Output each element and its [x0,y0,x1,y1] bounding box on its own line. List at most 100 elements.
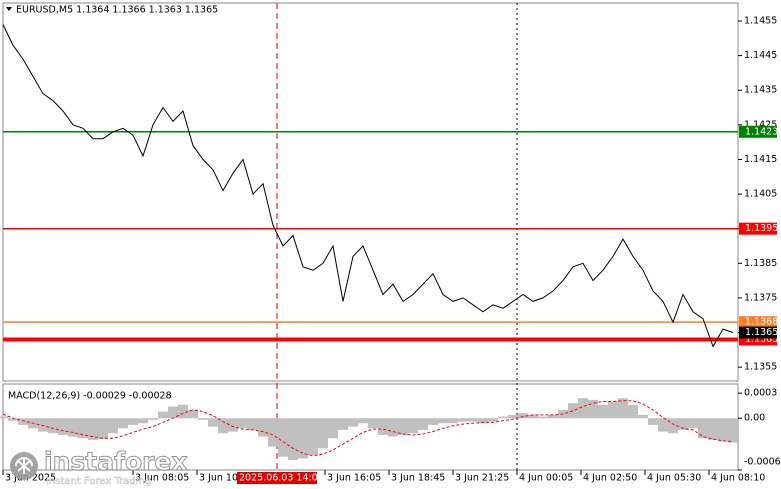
macd-bar [468,418,478,422]
macd-bar [708,418,718,440]
macd-bar [548,414,558,419]
crosshair-label-box [237,472,317,484]
macd-bar [488,418,498,422]
price-line [2,24,734,348]
price-panel [2,2,739,382]
macd-bar [218,418,228,434]
y-tick-label: 0.0003 [744,388,777,399]
macd-bar [238,418,248,429]
macd-bar [138,418,148,424]
macd-bar [728,418,738,443]
macd-bar [448,418,458,424]
macd-bar [608,401,618,419]
y-tick-label: 1.1415 [744,154,777,165]
macd-bar [0,416,8,419]
macd-bar [298,418,308,459]
macd-bar [438,418,448,424]
level-label-box [739,222,777,235]
macd-bar [178,404,188,419]
macd-bar [228,418,238,432]
x-tick-label: 4 Jun 08:10 [711,473,765,484]
macd-bar [198,418,208,420]
macd-bar [68,418,78,437]
macd-title: MACD(12,26,9) -0.00029 -0.00028 [8,391,172,402]
macd-bar [598,404,608,419]
macd-bar [248,418,258,430]
macd-bar [18,418,28,425]
macd-bar [328,418,338,439]
macd-bar [278,418,288,457]
collapse-icon [6,7,12,11]
macd-bar [148,418,158,420]
macd-bar [338,418,348,430]
macd-bar [658,418,668,432]
macd-bar [518,413,528,419]
macd-bar [618,398,628,419]
level-label: 1.1395 [745,223,778,234]
x-tick-label: 3 Jun 21:25 [455,473,509,484]
tagline: Instant Forex Trading [46,476,151,487]
crosshair-label: 2025.06.03 14:05 [239,473,324,484]
macd-bar [378,418,388,435]
price-label: 1.1365 [745,327,778,338]
y-tick-label: 1.1385 [744,258,777,269]
macd-bar [458,418,468,422]
macd-bar [388,418,398,437]
macd-bar [648,418,658,425]
macd-bar [108,418,118,434]
macd-bar [358,418,368,424]
y-tick-label: 1.1455 [744,16,777,27]
macd-bar [628,404,638,419]
macd-bar [568,403,578,419]
macd-bar [638,414,648,419]
macd-bar [698,418,708,439]
signal-line [2,400,734,457]
y-tick-label: 1.1405 [744,189,777,200]
macd-bar [158,411,168,419]
x-tick-label: 3 Jun 16:05 [327,473,381,484]
x-tick-label: 3 Jun 10:45 [199,473,253,484]
macd-bar [508,414,518,419]
level-label-box [739,125,777,138]
logo-mark [15,457,33,474]
level-label-box [739,316,777,329]
macd-bar [318,418,328,449]
macd-bar [88,418,98,440]
macd-bar [498,416,508,419]
macd-bar [398,418,408,435]
x-tick-label: 4 Jun 00:05 [519,473,573,484]
macd-bar [578,398,588,419]
macd-bar [8,418,18,421]
macd-bar [528,414,538,419]
macd-bar [168,406,178,419]
macd-bar [408,418,418,434]
macd-bar [538,416,548,419]
macd-bar [688,418,698,429]
x-tick-label: 4 Jun 02:50 [583,473,637,484]
macd-bar [308,418,318,455]
macd-bar [128,418,138,425]
x-tick-label: 3 Jun 18:45 [391,473,445,484]
macd-bar [288,418,298,460]
y-tick-label: 1.1375 [744,292,777,303]
macd-bar [418,418,428,430]
macd-bar [428,418,438,425]
macd-bar [48,418,58,434]
macd-bar [78,418,88,439]
watermark: instaforex Instant Forex Trading [10,447,188,487]
x-tick-label: 3 Jun 08:05 [135,473,189,484]
macd-bar [348,418,358,427]
y-tick-label: 1.1445 [744,50,777,61]
macd-bar [118,418,128,429]
marks: 1.1455 1.1445 1.1435 1.1425 1.1415 1.1405 1.13… [0,3,781,484]
y-tick-label: 1.1435 [744,85,777,96]
macd-bar [38,418,48,432]
brand: instaforex [44,447,188,476]
y-tick-label: 1.1355 [744,362,777,373]
macd-bar [58,418,68,435]
macd-bar [668,418,678,434]
macd-bar [188,409,198,419]
level-label: 1.1363 [745,334,778,345]
